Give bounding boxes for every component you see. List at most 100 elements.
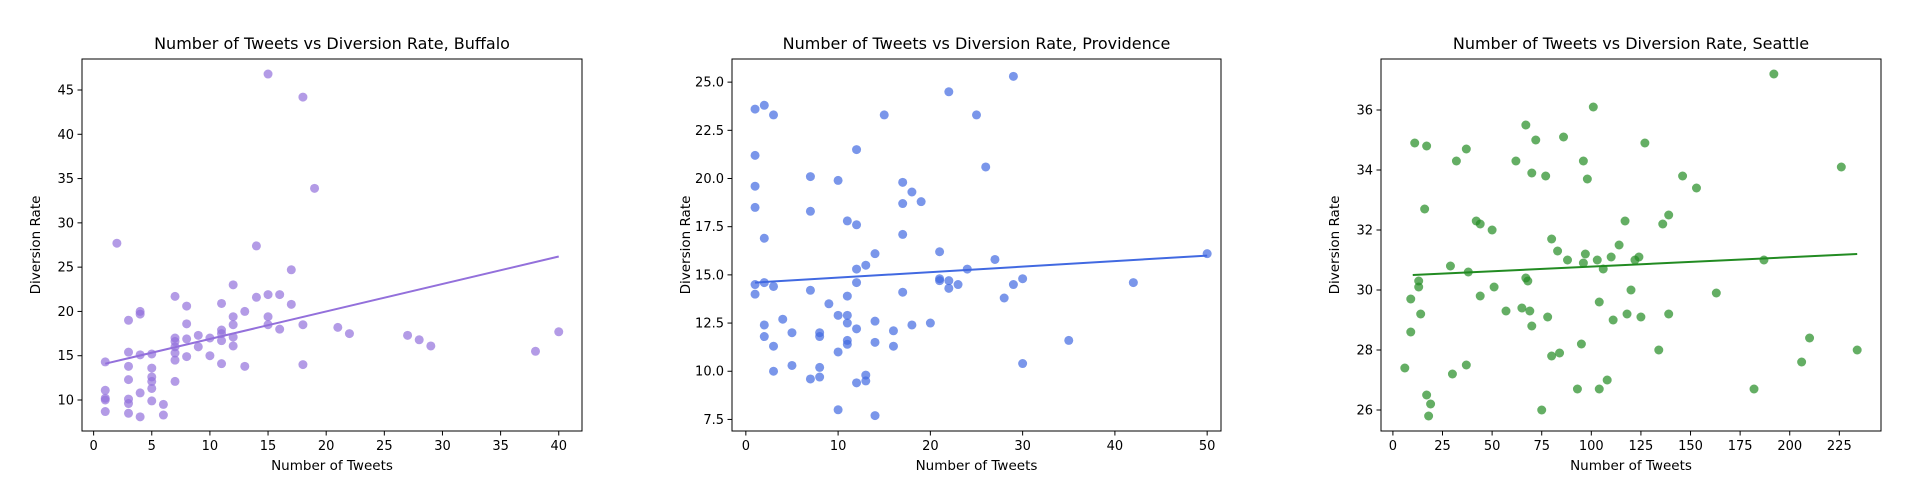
data-point <box>124 399 134 409</box>
data-point <box>251 292 261 302</box>
data-point <box>240 361 250 371</box>
x-tick-label: 40 <box>550 439 567 454</box>
data-point <box>170 348 180 358</box>
data-point <box>1018 359 1028 369</box>
data-point <box>833 405 843 415</box>
y-tick-label: 40 <box>57 128 74 143</box>
y-axis-label: Diversion Rate <box>28 196 44 295</box>
data-point <box>1594 384 1604 394</box>
data-point <box>1608 315 1618 325</box>
data-point <box>228 341 238 351</box>
data-point <box>1797 357 1807 367</box>
data-point <box>1447 369 1457 379</box>
x-axis-label: Number of Tweets <box>271 458 393 474</box>
data-point <box>1475 219 1485 229</box>
data-point <box>263 312 273 322</box>
data-point <box>1594 297 1604 307</box>
data-point <box>414 335 424 345</box>
data-point <box>759 233 769 243</box>
x-tick-label: 20 <box>922 439 939 454</box>
data-point <box>852 324 862 334</box>
data-point <box>935 276 945 286</box>
x-tick-label: 5 <box>148 439 156 454</box>
x-tick-label: 25 <box>376 439 393 454</box>
x-tick-label: 50 <box>1199 439 1216 454</box>
chart-title: Number of Tweets vs Diversion Rate, Seat… <box>1453 34 1809 53</box>
data-point <box>870 316 880 326</box>
data-point <box>888 326 898 336</box>
data-point <box>944 283 954 293</box>
data-point <box>228 280 238 290</box>
data-point <box>1527 321 1537 331</box>
data-point <box>1852 345 1862 355</box>
data-point <box>263 69 273 79</box>
data-point <box>1553 246 1563 256</box>
data-point <box>217 336 227 346</box>
x-tick-label: 0 <box>742 439 750 454</box>
data-point <box>1487 225 1497 235</box>
data-point <box>870 337 880 347</box>
data-point <box>833 175 843 185</box>
data-point <box>1563 255 1573 265</box>
data-point <box>100 395 110 405</box>
data-point <box>1501 306 1511 316</box>
data-point <box>833 310 843 320</box>
data-point <box>815 332 825 342</box>
x-tick-label: 25 <box>1434 439 1451 454</box>
data-point <box>750 202 760 212</box>
data-point <box>286 299 296 309</box>
data-point <box>1805 333 1815 343</box>
y-tick-label: 15 <box>57 349 74 364</box>
data-point <box>750 104 760 114</box>
data-point <box>769 281 779 291</box>
data-point <box>1559 132 1569 142</box>
y-tick-label: 30 <box>57 216 74 231</box>
y-tick-label: 32 <box>1356 224 1373 239</box>
data-point <box>842 310 852 320</box>
data-point <box>750 150 760 160</box>
data-point <box>205 351 215 361</box>
data-point <box>147 376 157 386</box>
data-point <box>842 318 852 328</box>
data-point <box>1592 255 1602 265</box>
data-point <box>170 355 180 365</box>
data-point <box>1759 255 1769 265</box>
data-point <box>1836 162 1846 172</box>
data-point <box>944 87 954 97</box>
data-point <box>1461 144 1471 154</box>
y-tick-label: 45 <box>57 84 74 99</box>
y-axis-label: Diversion Rate <box>1327 196 1343 295</box>
data-point <box>805 172 815 182</box>
chart-panel-buffalo: Number of Tweets vs Diversion Rate, Buff… <box>28 34 583 474</box>
data-point <box>100 385 110 395</box>
data-point <box>1406 294 1416 304</box>
data-point <box>124 361 134 371</box>
x-tick-label: 10 <box>202 439 219 454</box>
data-point <box>879 110 889 120</box>
data-point <box>554 327 564 337</box>
y-tick-label: 15.0 <box>695 268 724 283</box>
x-tick-label: 125 <box>1629 439 1654 454</box>
data-point <box>1525 306 1535 316</box>
data-point <box>135 412 145 422</box>
data-point <box>135 309 145 319</box>
data-point <box>833 347 843 357</box>
data-point <box>275 290 285 300</box>
data-point <box>769 341 779 351</box>
data-point <box>1422 141 1432 151</box>
data-point <box>1578 258 1588 268</box>
data-point <box>193 330 203 340</box>
y-tick-label: 36 <box>1356 104 1373 119</box>
data-point <box>759 100 769 110</box>
data-point <box>1517 303 1527 313</box>
data-point <box>842 339 852 349</box>
data-point <box>1614 240 1624 250</box>
data-point <box>815 372 825 382</box>
data-point <box>805 285 815 295</box>
data-point <box>1634 252 1644 262</box>
data-point <box>1691 183 1701 193</box>
x-tick-label: 150 <box>1678 439 1703 454</box>
data-point <box>898 287 908 297</box>
data-point <box>990 254 1000 264</box>
data-point <box>1576 339 1586 349</box>
